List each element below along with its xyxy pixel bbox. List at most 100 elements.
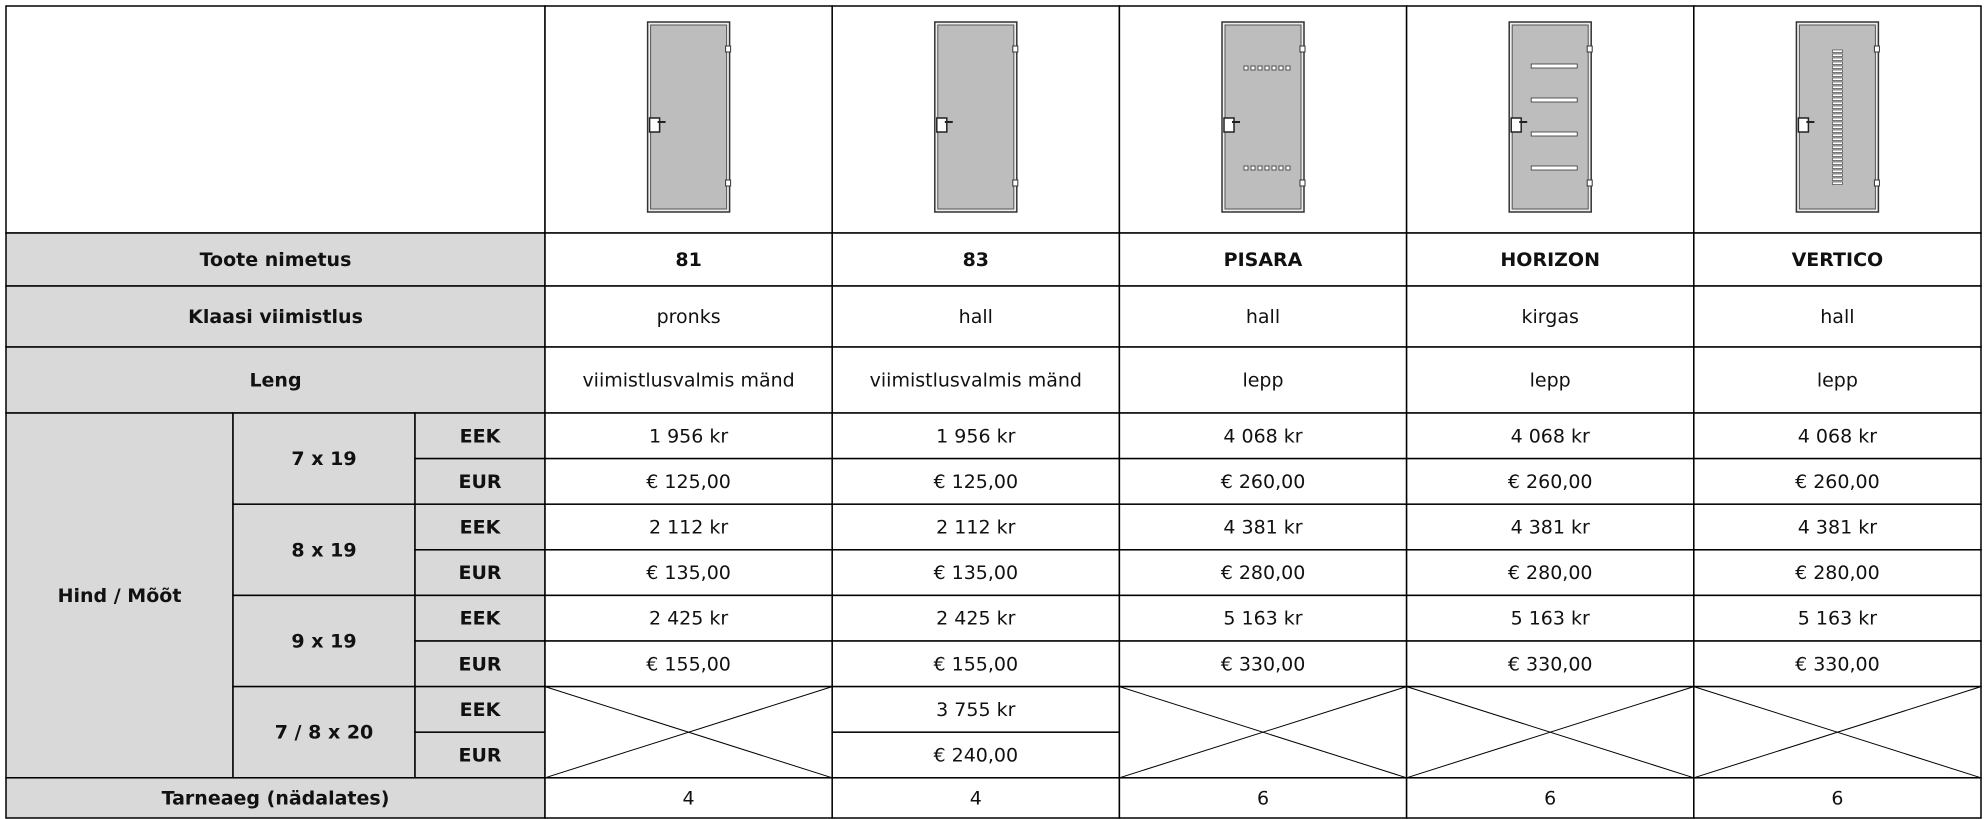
dot <box>1250 65 1256 71</box>
frame: lepp <box>1242 370 1283 392</box>
cell <box>1693 549 1982 597</box>
cell <box>831 777 1121 819</box>
product-name: 81 <box>675 249 701 271</box>
product-name: HORIZON <box>1500 249 1600 271</box>
price: € 260,00 <box>1508 471 1593 493</box>
cell <box>1118 232 1408 287</box>
dot <box>1271 65 1277 71</box>
slot <box>1832 69 1843 73</box>
dot <box>1257 65 1263 71</box>
handle <box>1510 117 1522 133</box>
dot <box>1285 165 1291 171</box>
frame: lepp <box>1817 370 1858 392</box>
cell <box>831 457 1121 505</box>
slot <box>1832 77 1843 81</box>
slot <box>1832 65 1843 69</box>
slot <box>1832 145 1843 149</box>
price: € 135,00 <box>646 562 731 584</box>
slot <box>1832 57 1843 61</box>
row-label: Tarneaeg (nädalates) <box>162 787 390 809</box>
slot <box>1832 105 1843 109</box>
slot <box>1832 101 1843 105</box>
hinge <box>725 179 732 187</box>
price: 3 755 kr <box>936 699 1015 721</box>
handle <box>936 117 948 133</box>
cross <box>1693 686 1982 779</box>
dot <box>1264 165 1270 171</box>
slot <box>1832 61 1843 65</box>
cell <box>544 777 833 819</box>
slot <box>1832 49 1843 53</box>
cell <box>544 549 833 597</box>
cell <box>1693 232 1982 287</box>
hinge <box>1873 179 1880 187</box>
cell <box>232 503 416 597</box>
cell <box>1405 457 1695 505</box>
frame: lepp <box>1530 370 1571 392</box>
cross <box>1119 686 1407 779</box>
hinge <box>1299 45 1306 53</box>
cross <box>1406 686 1694 779</box>
price: 2 425 kr <box>936 608 1015 630</box>
dot <box>1278 165 1284 171</box>
slot <box>1832 137 1843 141</box>
size-label: 9 x 19 <box>291 631 356 653</box>
hinge <box>725 45 732 53</box>
row-label: Leng <box>249 370 301 392</box>
stripe <box>1530 63 1578 69</box>
price: 2 112 kr <box>936 517 1015 539</box>
delivery-weeks: 4 <box>970 787 982 809</box>
slot <box>1832 85 1843 89</box>
slot <box>1832 121 1843 125</box>
delivery-weeks: 6 <box>1831 787 1843 809</box>
currency-label: EUR <box>458 471 501 493</box>
slot <box>1832 149 1843 153</box>
delivery-weeks: 4 <box>683 787 695 809</box>
door-glass <box>1511 24 1589 210</box>
stripe <box>1530 97 1578 103</box>
cell <box>544 640 833 688</box>
slot <box>1832 81 1843 85</box>
price: 5 163 kr <box>1511 608 1590 630</box>
currency-label: EUR <box>458 562 501 584</box>
currency-label: EEK <box>460 517 502 539</box>
cell <box>831 594 1121 642</box>
price: € 155,00 <box>933 653 1018 675</box>
slot <box>1832 153 1843 157</box>
price: € 135,00 <box>933 562 1018 584</box>
delivery-weeks: 6 <box>1544 787 1556 809</box>
frame: viimistlusvalmis mänd <box>582 370 794 392</box>
price: 1 956 kr <box>936 425 1015 447</box>
door-glass <box>650 24 728 210</box>
slot <box>1832 169 1843 173</box>
slot <box>1832 177 1843 181</box>
slot <box>1832 113 1843 117</box>
price: 5 163 kr <box>1223 608 1302 630</box>
currency-label: EEK <box>460 608 502 630</box>
size-label: 7 x 19 <box>291 448 356 470</box>
cell <box>544 594 833 642</box>
slot <box>1832 165 1843 169</box>
currency-label: EEK <box>460 699 502 721</box>
cell <box>5 285 546 348</box>
handle <box>1797 117 1810 133</box>
hinge <box>1299 179 1306 187</box>
cell <box>831 640 1121 688</box>
size-label: 8 x 19 <box>291 539 356 561</box>
slot <box>1832 89 1843 93</box>
dot <box>1285 65 1291 71</box>
dot <box>1250 165 1256 171</box>
product-name: 83 <box>963 249 989 271</box>
price: 5 163 kr <box>1798 608 1877 630</box>
cell <box>414 412 546 460</box>
cell <box>1405 346 1695 414</box>
row-label: Klaasi viimistlus <box>188 306 363 328</box>
slot <box>1832 109 1843 113</box>
price: € 260,00 <box>1795 471 1880 493</box>
cross <box>544 686 833 779</box>
handle <box>1223 117 1235 133</box>
stripe <box>1530 131 1578 137</box>
price: 4 381 kr <box>1798 517 1877 539</box>
cell <box>831 346 1121 414</box>
stripe <box>1530 165 1578 171</box>
